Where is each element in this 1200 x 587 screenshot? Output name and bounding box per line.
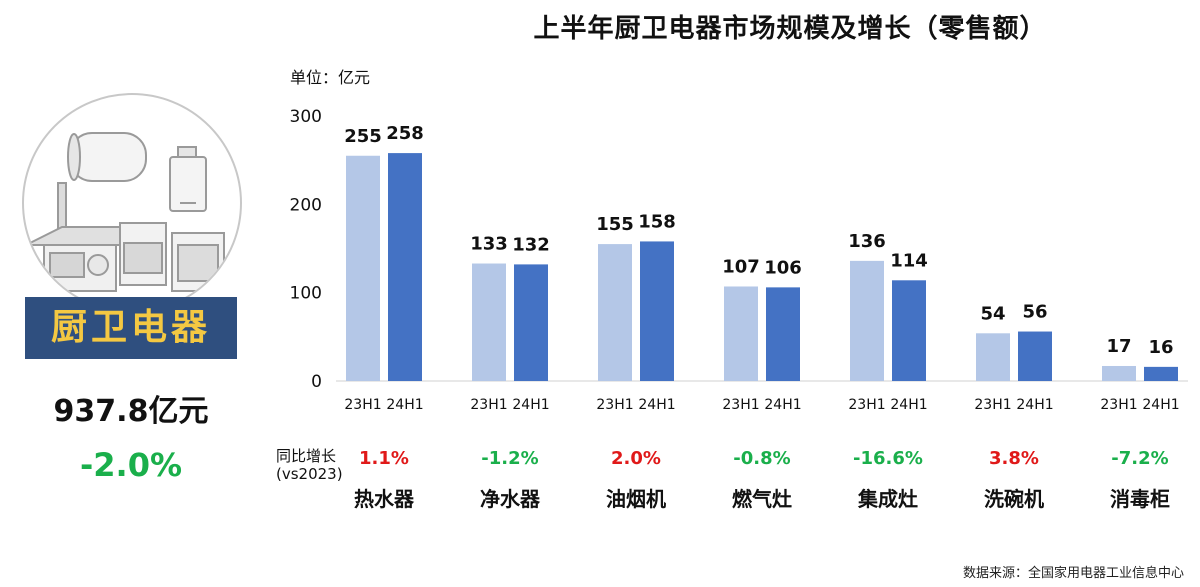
bar-23h1 (1102, 365, 1136, 381)
x-period-label: 23H1 (470, 397, 507, 413)
category-label: 消毒柜 (1110, 487, 1170, 511)
category-label: 燃气灶 (732, 487, 792, 511)
x-period-label: 23H1 (848, 397, 885, 413)
x-period-label: 23H1 (722, 397, 759, 413)
category-total-value: 937.8亿元 (53, 394, 209, 429)
y-tick-label: 200 (290, 195, 322, 215)
bar-value-label: 16 (1148, 337, 1173, 358)
yoy-growth-label-line2: (vs2023) (276, 465, 343, 483)
bar-value-label: 255 (344, 126, 382, 147)
yoy-growth-value: 3.8% (989, 448, 1039, 469)
bar-value-label: 155 (596, 214, 634, 235)
bar-value-label: 258 (386, 123, 424, 144)
bar-value-label: 54 (980, 303, 1005, 324)
bar-24h1 (1144, 366, 1178, 381)
x-period-label: 24H1 (512, 397, 549, 413)
yoy-growth-value: -16.6% (853, 448, 923, 469)
x-period-label: 24H1 (386, 397, 423, 413)
category-label: 热水器 (354, 487, 414, 511)
y-tick-label: 100 (290, 284, 322, 304)
category-label: 净水器 (480, 487, 540, 511)
bar-value-label: 133 (470, 234, 508, 255)
bar-24h1 (892, 280, 926, 381)
bar-24h1 (640, 241, 674, 381)
kitchen-appliances-icon (25, 132, 225, 292)
bar-value-label: 56 (1022, 302, 1047, 323)
category-label: 油烟机 (606, 487, 666, 511)
x-period-label: 23H1 (974, 397, 1011, 413)
yoy-growth-value: -0.8% (733, 448, 791, 469)
category-total-growth: -2.0% (79, 446, 183, 484)
bar-value-label: 17 (1106, 336, 1131, 357)
category-label: 集成灶 (858, 487, 918, 511)
x-period-label: 24H1 (1016, 397, 1053, 413)
appliance-illustration (22, 93, 242, 313)
yoy-growth-label-line1: 同比增长 (276, 447, 337, 465)
category-summary-panel: 厨卫电器 937.8亿元 -2.0% (0, 0, 260, 587)
chart-title: 上半年厨卫电器市场规模及增长（零售额） (533, 14, 1047, 44)
bar-value-label: 107 (722, 256, 760, 277)
x-period-label: 23H1 (596, 397, 633, 413)
bar-24h1 (766, 287, 800, 381)
yoy-growth-value: -1.2% (481, 448, 539, 469)
bar-value-label: 106 (764, 257, 802, 278)
bar-value-label: 158 (638, 211, 676, 232)
bar-value-label: 136 (848, 231, 886, 252)
x-period-label: 24H1 (890, 397, 927, 413)
x-period-label: 24H1 (1142, 397, 1179, 413)
bar-value-label: 114 (890, 250, 928, 271)
bar-23h1 (598, 244, 632, 381)
yoy-growth-value: 2.0% (611, 448, 661, 469)
x-period-label: 24H1 (764, 397, 801, 413)
bar-24h1 (514, 264, 548, 381)
bar-value-label: 132 (512, 234, 550, 255)
y-tick-label: 300 (290, 107, 322, 127)
x-period-label: 23H1 (1100, 397, 1137, 413)
bar-24h1 (1018, 331, 1052, 381)
category-label: 洗碗机 (984, 487, 1044, 511)
yoy-growth-value: -7.2% (1111, 448, 1169, 469)
bar-23h1 (346, 155, 380, 381)
x-period-label: 23H1 (344, 397, 381, 413)
yoy-growth-value: 1.1% (359, 448, 409, 469)
data-source: 数据来源：全国家用电器工业信息中心 (962, 566, 1184, 581)
bar-23h1 (976, 333, 1010, 381)
y-tick-label: 0 (311, 372, 322, 392)
category-name-banner: 厨卫电器 (25, 297, 237, 359)
unit-label: 单位：亿元 (290, 68, 371, 87)
bar-23h1 (724, 286, 758, 381)
x-period-label: 24H1 (638, 397, 675, 413)
bar-24h1 (388, 153, 422, 381)
bar-23h1 (472, 263, 506, 381)
bar-23h1 (850, 260, 884, 381)
yoy-growth-label: 同比增长 (vs2023) (276, 447, 343, 483)
